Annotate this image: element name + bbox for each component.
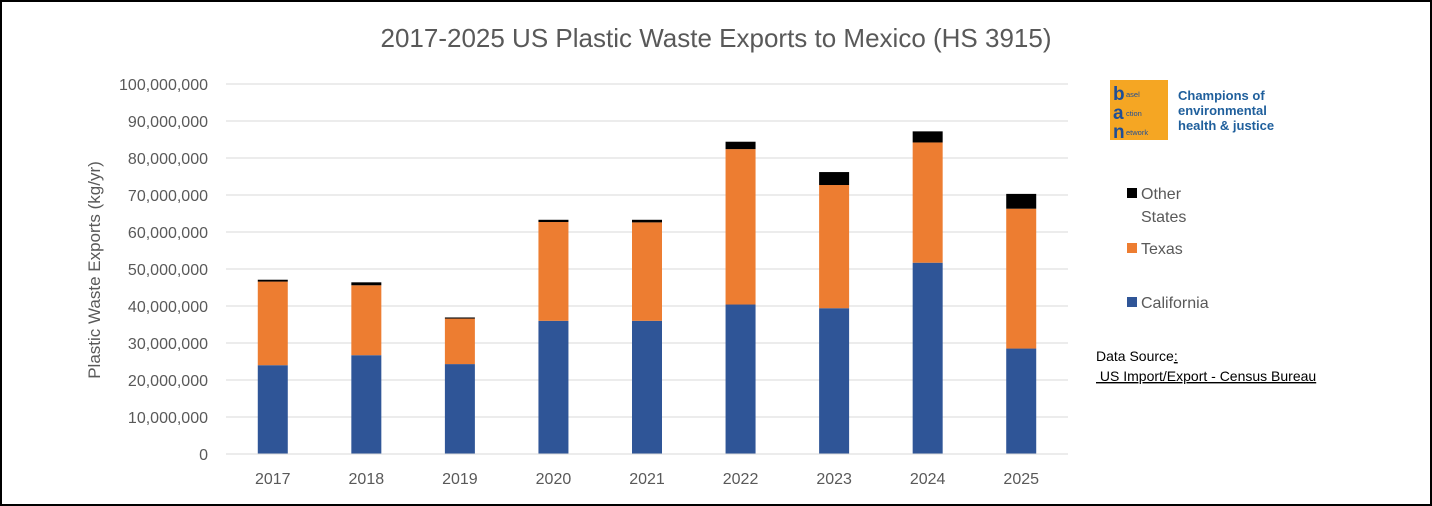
bar-california-2021 — [632, 320, 662, 454]
logo-word-network: etwork — [1126, 128, 1148, 137]
legend-swatch-texas — [1127, 243, 1137, 253]
legend-label-texas: Texas — [1141, 241, 1183, 258]
x-tick-label: 2023 — [816, 471, 852, 488]
bar-texas-2021 — [632, 222, 662, 321]
bar-texas-2024 — [912, 142, 943, 263]
logo-letter-a: a — [1113, 103, 1124, 124]
data-source-label: Data Source: — [1096, 348, 1178, 364]
legend-label-other-states-line2: States — [1141, 209, 1186, 226]
logo-word-action: ction — [1126, 109, 1142, 118]
x-tick-label: 2024 — [910, 471, 946, 488]
data-source: Data Source: US Import/Export - Census B… — [1096, 348, 1316, 384]
x-tick-label: 2025 — [1003, 471, 1039, 488]
x-tick-label: 2017 — [255, 471, 291, 488]
chart-title: 2017-2025 US Plastic Waste Exports to Me… — [381, 23, 1052, 53]
y-tick-label: 30,000,000 — [128, 336, 208, 353]
ban-logo: b asel a ction n etwork Champions of env… — [1110, 80, 1274, 143]
y-tick-label: 70,000,000 — [128, 188, 208, 205]
legend-label-california: California — [1141, 295, 1209, 312]
logo-tagline-line3: health & justice — [1178, 118, 1274, 133]
bars — [257, 131, 1037, 454]
bar-texas-2018 — [351, 285, 382, 356]
x-tick-label: 2022 — [723, 471, 759, 488]
legend-swatch-california — [1127, 297, 1137, 307]
bar-texas-2022 — [725, 149, 756, 305]
x-tick-label: 2020 — [536, 471, 572, 488]
bar-texas-2025 — [1006, 208, 1037, 349]
bar-california-2024 — [912, 262, 943, 454]
legend-swatch-other-states — [1127, 188, 1137, 198]
x-tick-label: 2021 — [629, 471, 665, 488]
y-tick-label: 80,000,000 — [128, 151, 208, 168]
bar-texas-2020 — [538, 222, 569, 321]
bar-other-states-2025 — [1006, 193, 1037, 209]
bar-other-states-2019 — [444, 317, 475, 319]
legend-label-other-states-line1: Other — [1141, 186, 1182, 203]
logo-box — [1110, 80, 1168, 140]
y-tick-label: 100,000,000 — [119, 77, 208, 94]
y-tick-label: 50,000,000 — [128, 262, 208, 279]
bar-other-states-2018 — [351, 282, 382, 286]
bar-other-states-2024 — [912, 131, 943, 143]
bar-california-2018 — [351, 355, 382, 454]
y-tick-label: 20,000,000 — [128, 373, 208, 390]
x-tick-label: 2018 — [349, 471, 385, 488]
logo-tagline-line2: environmental — [1178, 103, 1267, 118]
bar-texas-2023 — [819, 185, 850, 309]
bar-california-2020 — [538, 320, 569, 454]
bar-other-states-2020 — [538, 219, 569, 223]
y-tick-label: 90,000,000 — [128, 114, 208, 131]
logo-letter-b: b — [1113, 84, 1125, 105]
bar-texas-2017 — [257, 281, 288, 366]
logo-word-basel: asel — [1126, 90, 1140, 99]
bar-california-2025 — [1006, 348, 1037, 454]
y-tick-label: 60,000,000 — [128, 225, 208, 242]
y-tick-label: 40,000,000 — [128, 299, 208, 316]
logo-letter-n: n — [1113, 122, 1125, 143]
y-axis-ticks: 0 10,000,000 20,000,000 30,000,000 40,000,00… — [119, 77, 208, 464]
bar-other-states-2022 — [725, 141, 756, 150]
x-axis-ticks: 2017 2018 2019 2020 2021 2022 2023 2024 2025 — [255, 471, 1039, 488]
x-tick-label: 2019 — [442, 471, 478, 488]
y-tick-label: 0 — [199, 447, 208, 464]
bar-california-2017 — [257, 365, 288, 454]
bar-california-2019 — [444, 364, 475, 454]
y-tick-label: 10,000,000 — [128, 410, 208, 427]
bar-other-states-2017 — [257, 279, 288, 282]
bar-texas-2019 — [444, 318, 475, 365]
bar-other-states-2023 — [819, 172, 850, 186]
bar-california-2023 — [819, 308, 850, 454]
logo-tagline-line1: Champions of — [1178, 88, 1265, 103]
bar-california-2022 — [725, 304, 756, 454]
legend: Other States Texas California — [1127, 186, 1209, 312]
data-source-link[interactable]: US Import/Export - Census Bureau — [1096, 368, 1316, 384]
y-axis-title: Plastic Waste Exports (kg/yr) — [85, 161, 104, 379]
bar-other-states-2021 — [632, 219, 662, 223]
